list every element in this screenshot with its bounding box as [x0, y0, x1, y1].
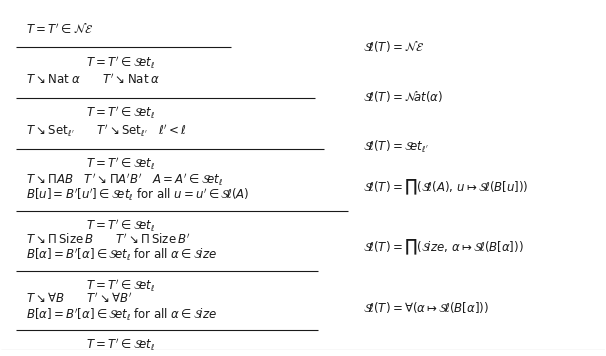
- Text: $B[u] = B^{\prime}[u^{\prime}] \in \mathcal{S}\!et_\ell \text{ for all } u = u^{: $B[u] = B^{\prime}[u^{\prime}] \in \math…: [25, 187, 249, 203]
- Text: $T = T^{\prime} \in \mathcal{S}\!et_\ell$: $T = T^{\prime} \in \mathcal{S}\!et_\ell…: [86, 105, 155, 121]
- Text: $T = T^{\prime} \in \mathcal{S}\!et_\ell$: $T = T^{\prime} \in \mathcal{S}\!et_\ell…: [86, 54, 155, 71]
- Text: $T \searrow \forall B \quad\quad T^{\prime} \searrow \forall B^{\prime}$: $T \searrow \forall B \quad\quad T^{\pri…: [25, 292, 132, 306]
- Text: $T = T^{\prime} \in \mathcal{S}\!et_\ell$: $T = T^{\prime} \in \mathcal{S}\!et_\ell…: [86, 278, 155, 294]
- Text: $T = T^{\prime} \in \mathcal{S}\!et_\ell$: $T = T^{\prime} \in \mathcal{S}\!et_\ell…: [86, 337, 155, 354]
- Text: $T \searrow \Pi\,\mathrm{Size}\,B \quad\quad T^{\prime} \searrow \Pi\,\mathrm{Si: $T \searrow \Pi\,\mathrm{Size}\,B \quad\…: [25, 232, 190, 247]
- Text: $\mathcal{S}\!\ell(T) = \prod(\mathcal{S}\!ize,\, \alpha \mapsto \mathcal{S}\!\e: $\mathcal{S}\!\ell(T) = \prod(\mathcal{S…: [364, 238, 524, 257]
- Text: $\mathcal{S}\!\ell(T) = \prod(\mathcal{S}\!\ell(A),\, u \mapsto \mathcal{S}\!\el: $\mathcal{S}\!\ell(T) = \prod(\mathcal{S…: [364, 177, 529, 197]
- Text: $T = T^{\prime} \in \mathcal{S}\!et_\ell$: $T = T^{\prime} \in \mathcal{S}\!et_\ell…: [86, 155, 155, 172]
- Text: $\mathcal{S}\!\ell(T) = \mathcal{S}\!et_{\ell^{\prime}}$: $\mathcal{S}\!\ell(T) = \mathcal{S}\!et_…: [364, 139, 430, 155]
- Text: $T = T^{\prime} \in \mathcal{S}\!et_\ell$: $T = T^{\prime} \in \mathcal{S}\!et_\ell…: [86, 217, 155, 234]
- Text: $T = T^{\prime} \in \mathcal{NE}$: $T = T^{\prime} \in \mathcal{NE}$: [25, 22, 93, 36]
- Text: $\mathcal{S}\!\ell(T) = \mathcal{N}\!at(\alpha)$: $\mathcal{S}\!\ell(T) = \mathcal{N}\!at(…: [364, 89, 444, 104]
- Text: $\mathcal{S}\!\ell(T) = \forall(\alpha \mapsto \mathcal{S}\!\ell(B[\alpha]))$: $\mathcal{S}\!\ell(T) = \forall(\alpha \…: [364, 300, 490, 315]
- Text: $B[\alpha] = B^{\prime}[\alpha] \in \mathcal{S}\!et_\ell \text{ for all } \alpha: $B[\alpha] = B^{\prime}[\alpha] \in \mat…: [25, 247, 216, 263]
- Text: $B[\alpha] = B^{\prime}[\alpha] \in \mathcal{S}\!et_\ell \text{ for all } \alpha: $B[\alpha] = B^{\prime}[\alpha] \in \mat…: [25, 306, 216, 323]
- Text: $T \searrow \Pi A B \quad T^{\prime} \searrow \Pi A^{\prime} B^{\prime} \quad A : $T \searrow \Pi A B \quad T^{\prime} \se…: [25, 171, 223, 188]
- Text: $T \searrow \mathrm{Set}_{\ell^{\prime}} \quad\quad T^{\prime} \searrow \mathrm{: $T \searrow \mathrm{Set}_{\ell^{\prime}}…: [25, 122, 187, 139]
- Text: $\mathcal{S}\!\ell(T) = \mathcal{NE}$: $\mathcal{S}\!\ell(T) = \mathcal{NE}$: [364, 38, 425, 53]
- Text: $T \searrow \mathrm{Nat}\;\alpha \quad\quad T^{\prime} \searrow \mathrm{Nat}\;\a: $T \searrow \mathrm{Nat}\;\alpha \quad\q…: [25, 73, 160, 87]
